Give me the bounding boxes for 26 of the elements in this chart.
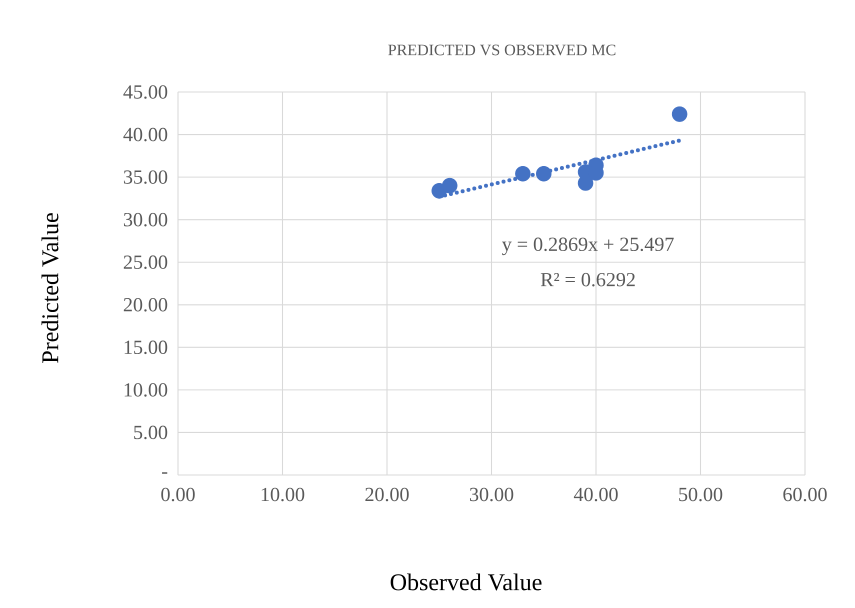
annotation: R² = 0.6292 [540,272,635,286]
point [536,166,552,182]
point [442,178,458,194]
x-axis-title: Observed Value [390,573,542,590]
chart-title: PREDICTED VS OBSERVED MC [388,44,616,56]
x-tick-label: 0.00 [161,488,195,502]
x-tick-label: 40.00 [574,488,618,502]
y-axis-title: Predicted Value [41,213,59,363]
x-tick-label: 10.00 [262,488,304,502]
point [515,166,531,182]
y-tick-label: 10.00 [124,383,168,397]
x-tick-label: 20.00 [365,488,409,502]
annotation: y = 0.2869x + 25.497 [502,238,674,256]
x-tick-label: 60.00 [783,488,827,502]
y-tick-label: 35.00 [124,170,168,184]
y-tick-label: 30.00 [124,212,168,226]
point [672,106,688,122]
y-tick-label: 15.00 [124,340,168,354]
x-tick-label: 50.00 [679,488,722,502]
y-tick-label: 25.00 [124,255,168,270]
y-tick-label: 45.00 [123,85,168,99]
y-tick-label: 20.00 [124,298,168,312]
x-tick-label: 30.00 [470,488,514,502]
y-tick-label: 5.00 [134,426,168,440]
y-tick-label: - [162,472,168,474]
y-tick-label: 40.00 [123,128,168,142]
